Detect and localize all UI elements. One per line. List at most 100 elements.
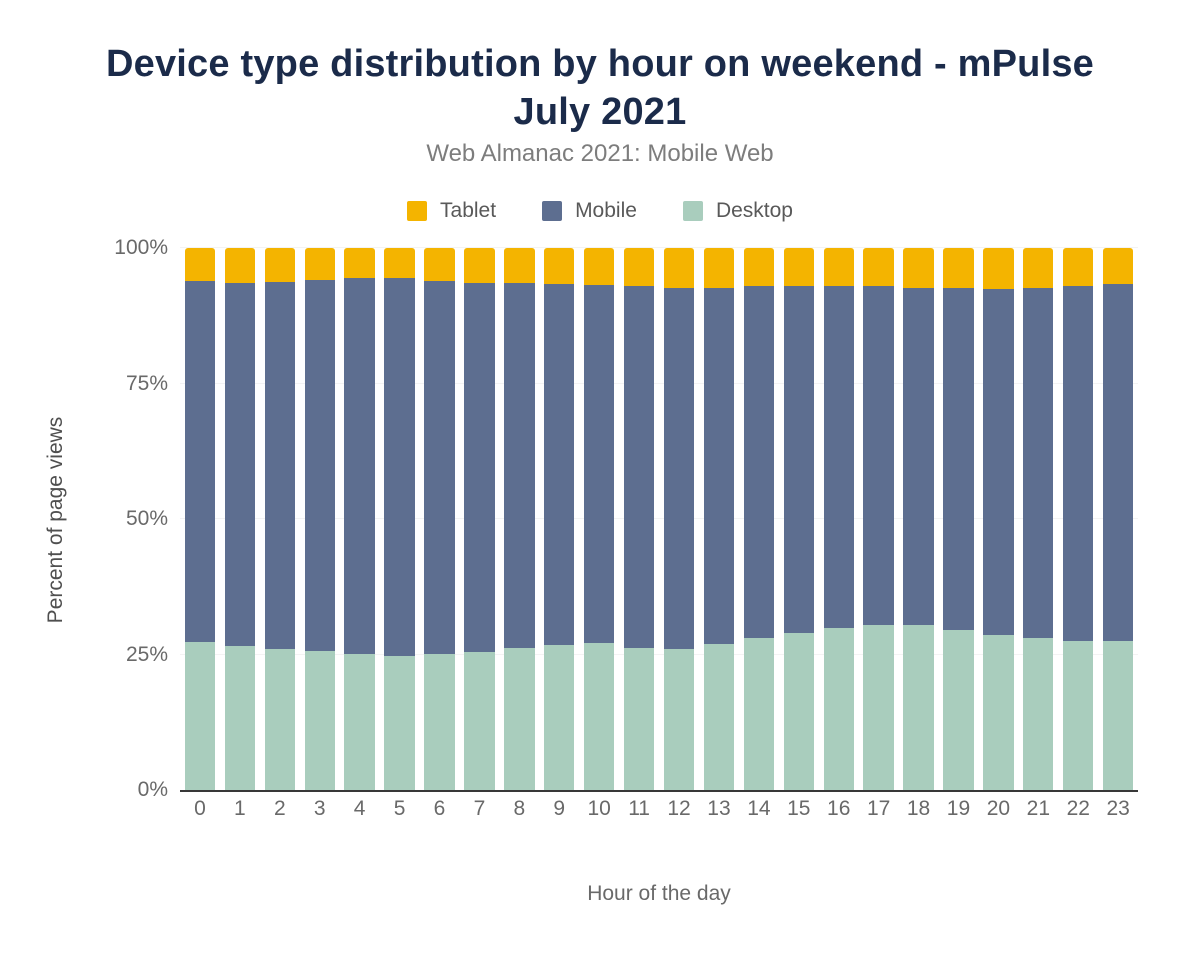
bar-segment-desktop-hour-16[interactable] bbox=[823, 627, 854, 790]
bar-segment-mobile-hour-6[interactable] bbox=[424, 280, 455, 655]
bar-segment-tablet-hour-7[interactable] bbox=[464, 248, 495, 283]
x-tick-13: 13 bbox=[707, 797, 731, 820]
bar-segment-tablet-hour-18[interactable] bbox=[903, 248, 934, 288]
bar-segment-mobile-hour-2[interactable] bbox=[264, 281, 295, 649]
bar-segment-mobile-hour-18[interactable] bbox=[903, 287, 934, 626]
bar-hour-19[interactable] bbox=[943, 248, 974, 790]
bar-segment-tablet-hour-16[interactable] bbox=[823, 248, 854, 286]
bar-segment-tablet-hour-19[interactable] bbox=[943, 248, 974, 289]
bar-segment-tablet-hour-4[interactable] bbox=[344, 248, 375, 279]
bar-segment-mobile-hour-8[interactable] bbox=[504, 283, 535, 648]
bar-hour-21[interactable] bbox=[1023, 248, 1054, 790]
bar-segment-desktop-hour-19[interactable] bbox=[943, 629, 974, 790]
bar-segment-mobile-hour-20[interactable] bbox=[983, 288, 1014, 635]
bar-segment-tablet-hour-14[interactable] bbox=[743, 248, 775, 287]
bar-segment-desktop-hour-14[interactable] bbox=[743, 638, 775, 790]
bar-segment-mobile-hour-3[interactable] bbox=[304, 279, 335, 652]
bar-hour-17[interactable] bbox=[863, 248, 894, 790]
bar-segment-mobile-hour-4[interactable] bbox=[344, 278, 375, 654]
plot-area bbox=[180, 247, 1138, 792]
bar-segment-tablet-hour-20[interactable] bbox=[983, 248, 1014, 289]
bar-segment-mobile-hour-13[interactable] bbox=[703, 287, 735, 644]
bar-segment-tablet-hour-23[interactable] bbox=[1103, 248, 1134, 284]
bar-segment-mobile-hour-23[interactable] bbox=[1103, 283, 1134, 642]
bar-segment-desktop-hour-9[interactable] bbox=[544, 645, 575, 790]
bar-segment-desktop-hour-7[interactable] bbox=[464, 651, 495, 790]
bar-segment-desktop-hour-18[interactable] bbox=[903, 625, 934, 790]
bar-segment-tablet-hour-5[interactable] bbox=[384, 248, 415, 279]
bar-segment-tablet-hour-13[interactable] bbox=[703, 248, 735, 288]
bar-segment-mobile-hour-12[interactable] bbox=[663, 287, 695, 649]
bar-segment-desktop-hour-11[interactable] bbox=[623, 647, 655, 790]
bar-segment-desktop-hour-4[interactable] bbox=[344, 653, 375, 790]
bar-segment-desktop-hour-12[interactable] bbox=[663, 648, 695, 790]
bar-segment-desktop-hour-3[interactable] bbox=[304, 651, 335, 790]
bar-hour-2[interactable] bbox=[264, 248, 295, 790]
bar-hour-23[interactable] bbox=[1103, 248, 1134, 790]
bar-segment-mobile-hour-11[interactable] bbox=[623, 286, 655, 648]
bar-hour-18[interactable] bbox=[903, 248, 934, 790]
bar-hour-9[interactable] bbox=[544, 248, 575, 790]
bar-hour-12[interactable] bbox=[663, 248, 695, 790]
x-tick-14: 14 bbox=[747, 797, 771, 820]
bar-segment-desktop-hour-13[interactable] bbox=[703, 643, 735, 790]
bar-segment-mobile-hour-1[interactable] bbox=[224, 283, 256, 646]
bar-segment-desktop-hour-10[interactable] bbox=[584, 643, 615, 790]
bar-segment-desktop-hour-22[interactable] bbox=[1063, 640, 1094, 790]
bar-segment-mobile-hour-19[interactable] bbox=[943, 288, 974, 630]
bar-segment-desktop-hour-8[interactable] bbox=[504, 647, 535, 790]
bar-segment-tablet-hour-3[interactable] bbox=[304, 248, 335, 280]
bar-hour-0[interactable] bbox=[184, 248, 216, 790]
bar-segment-desktop-hour-5[interactable] bbox=[384, 656, 415, 790]
bar-segment-mobile-hour-15[interactable] bbox=[783, 285, 814, 633]
bar-segment-tablet-hour-12[interactable] bbox=[663, 248, 695, 288]
bar-segment-desktop-hour-0[interactable] bbox=[184, 642, 216, 790]
bar-segment-mobile-hour-22[interactable] bbox=[1063, 285, 1094, 641]
bar-segment-tablet-hour-17[interactable] bbox=[863, 248, 894, 286]
bar-segment-desktop-hour-17[interactable] bbox=[863, 625, 894, 790]
bar-segment-tablet-hour-0[interactable] bbox=[184, 248, 216, 282]
bar-hour-4[interactable] bbox=[344, 248, 375, 790]
bar-segment-desktop-hour-6[interactable] bbox=[424, 654, 455, 790]
bar-segment-desktop-hour-15[interactable] bbox=[783, 632, 814, 790]
bar-hour-7[interactable] bbox=[464, 248, 495, 790]
bar-segment-mobile-hour-16[interactable] bbox=[823, 285, 854, 628]
bar-segment-tablet-hour-8[interactable] bbox=[504, 248, 535, 284]
bar-segment-mobile-hour-0[interactable] bbox=[184, 281, 216, 643]
bar-hour-13[interactable] bbox=[703, 248, 735, 790]
bar-segment-tablet-hour-11[interactable] bbox=[623, 248, 655, 287]
bar-segment-tablet-hour-21[interactable] bbox=[1023, 248, 1054, 288]
bar-segment-mobile-hour-21[interactable] bbox=[1023, 287, 1054, 639]
bar-segment-tablet-hour-10[interactable] bbox=[584, 248, 615, 286]
bar-segment-tablet-hour-15[interactable] bbox=[783, 248, 814, 286]
legend-swatch-mobile bbox=[542, 201, 563, 221]
bar-segment-mobile-hour-14[interactable] bbox=[743, 286, 775, 639]
bar-segment-desktop-hour-20[interactable] bbox=[983, 634, 1014, 790]
bar-segment-mobile-hour-5[interactable] bbox=[384, 278, 415, 657]
bar-segment-tablet-hour-9[interactable] bbox=[544, 248, 575, 284]
bar-hour-1[interactable] bbox=[224, 248, 256, 790]
bar-segment-desktop-hour-21[interactable] bbox=[1023, 638, 1054, 790]
bar-segment-mobile-hour-10[interactable] bbox=[584, 285, 615, 644]
bar-segment-tablet-hour-6[interactable] bbox=[424, 248, 455, 281]
bar-hour-15[interactable] bbox=[783, 248, 814, 790]
bar-segment-tablet-hour-2[interactable] bbox=[264, 248, 295, 282]
bar-segment-desktop-hour-23[interactable] bbox=[1103, 641, 1134, 790]
bar-segment-mobile-hour-7[interactable] bbox=[464, 282, 495, 652]
bar-hour-3[interactable] bbox=[304, 248, 335, 790]
bar-hour-16[interactable] bbox=[823, 248, 854, 790]
bar-segment-tablet-hour-22[interactable] bbox=[1063, 248, 1094, 286]
bar-segment-desktop-hour-2[interactable] bbox=[264, 648, 295, 790]
bar-hour-14[interactable] bbox=[743, 248, 775, 790]
bar-hour-20[interactable] bbox=[983, 248, 1014, 790]
bar-hour-5[interactable] bbox=[384, 248, 415, 790]
bar-segment-mobile-hour-17[interactable] bbox=[863, 285, 894, 626]
bar-hour-10[interactable] bbox=[584, 248, 615, 790]
bar-segment-desktop-hour-1[interactable] bbox=[224, 645, 256, 790]
bar-hour-22[interactable] bbox=[1063, 248, 1094, 790]
bar-hour-6[interactable] bbox=[424, 248, 455, 790]
bar-hour-8[interactable] bbox=[504, 248, 535, 790]
bar-hour-11[interactable] bbox=[623, 248, 655, 790]
bar-segment-mobile-hour-9[interactable] bbox=[544, 283, 575, 646]
bar-segment-tablet-hour-1[interactable] bbox=[224, 248, 256, 284]
